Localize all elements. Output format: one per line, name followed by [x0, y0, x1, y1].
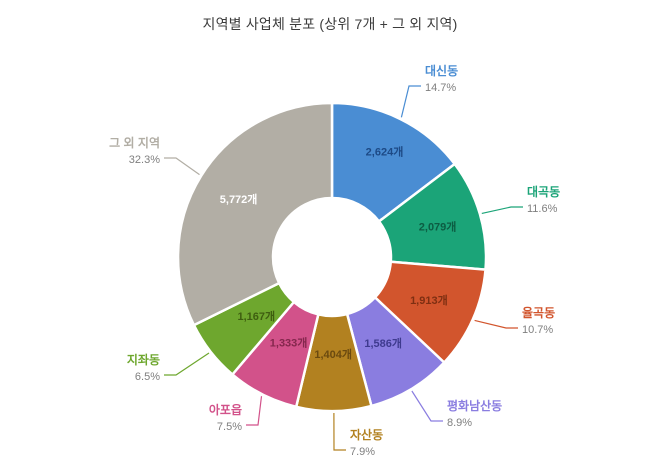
slice-value-label: 1,586개	[364, 336, 402, 350]
slice-value-label: 2,079개	[419, 219, 457, 233]
callout-name-label: 지좌동	[127, 352, 160, 367]
callout-pct-label: 8.9%	[447, 417, 472, 429]
callout-name-label: 그 외 지역	[109, 135, 160, 150]
callout-line	[474, 319, 518, 329]
callout-pct-label: 32.3%	[129, 154, 160, 166]
callout-line	[400, 85, 421, 118]
callout-name-label: 대신동	[425, 63, 458, 78]
callout-pct-label: 14.7%	[425, 82, 456, 94]
callout-name-label: 대곡동	[527, 185, 560, 199]
callout-name-label: 평화남산동	[447, 398, 502, 413]
callout-pct-label: 11.6%	[527, 203, 558, 215]
callout-name-label: 자산동	[350, 427, 383, 442]
slice-value-label: 5,772개	[220, 192, 258, 206]
callout-pct-label: 7.9%	[350, 446, 375, 458]
callout-line	[411, 390, 443, 422]
slice-value-label: 1,167개	[237, 309, 275, 323]
pie-slice-7	[176, 101, 334, 327]
callout-pct-label: 7.5%	[217, 421, 242, 433]
callout-name-label: 아포읍	[209, 402, 242, 417]
chart-title: 지역별 사업체 분포 (상위 7개 + 그 외 지역)	[202, 16, 458, 32]
slice-value-label: 2,624개	[366, 144, 404, 158]
callout-pct-label: 10.7%	[522, 324, 553, 336]
callout-pct-label: 6.5%	[135, 371, 160, 383]
callout-line	[164, 352, 210, 376]
slice-value-label: 1,404개	[314, 347, 352, 361]
callout-line	[164, 157, 200, 176]
callout-line	[333, 412, 346, 451]
callout-line	[246, 396, 263, 426]
callout-name-label: 율곡동	[522, 306, 555, 320]
slice-value-label: 1,333개	[270, 336, 308, 350]
pie-slice-0	[330, 101, 456, 223]
callout-line	[481, 206, 523, 214]
slice-value-label: 1,913개	[410, 293, 448, 307]
